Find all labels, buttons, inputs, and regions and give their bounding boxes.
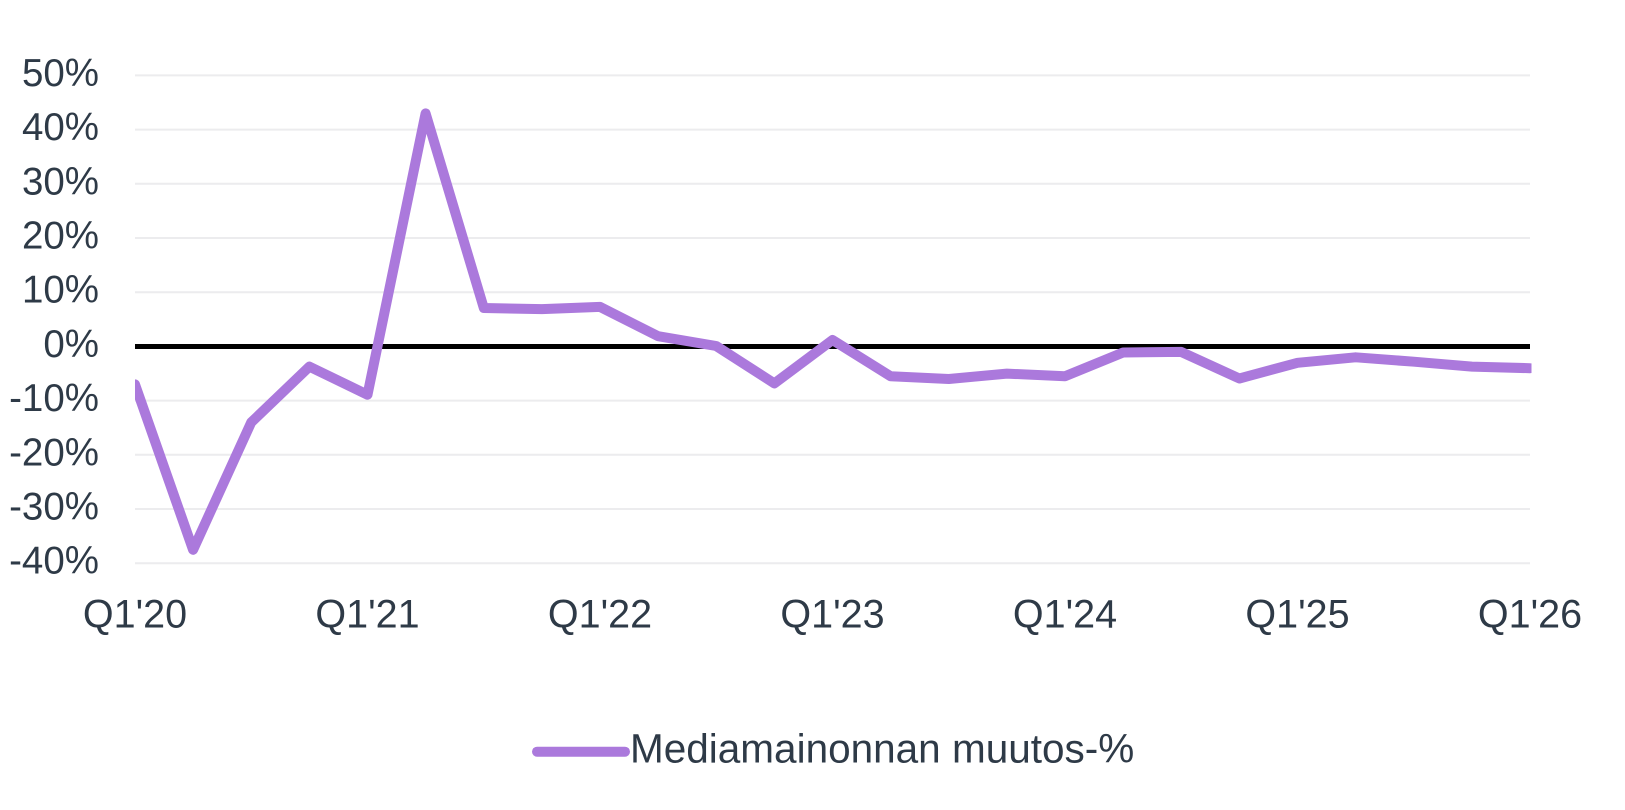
svg-text:40%: 40%	[22, 106, 99, 149]
svg-text:Q1'22: Q1'22	[548, 593, 652, 637]
svg-text:10%: 10%	[22, 269, 99, 312]
svg-text:Q1'20: Q1'20	[83, 593, 187, 637]
svg-text:-10%: -10%	[9, 377, 99, 420]
svg-text:Q1'24: Q1'24	[1013, 593, 1117, 637]
svg-text:20%: 20%	[22, 215, 99, 258]
svg-text:Q1'26: Q1'26	[1478, 593, 1582, 637]
svg-text:Q1'21: Q1'21	[315, 593, 419, 637]
svg-text:-40%: -40%	[9, 540, 99, 583]
svg-text:-30%: -30%	[9, 486, 99, 529]
svg-text:-20%: -20%	[9, 431, 99, 474]
svg-text:0%: 0%	[43, 323, 99, 366]
svg-text:Q1'25: Q1'25	[1245, 593, 1349, 637]
svg-text:Q1'23: Q1'23	[780, 593, 884, 637]
svg-text:Mediamainonnan muutos-%: Mediamainonnan muutos-%	[630, 726, 1134, 772]
svg-text:30%: 30%	[22, 160, 99, 203]
svg-text:50%: 50%	[22, 52, 99, 95]
